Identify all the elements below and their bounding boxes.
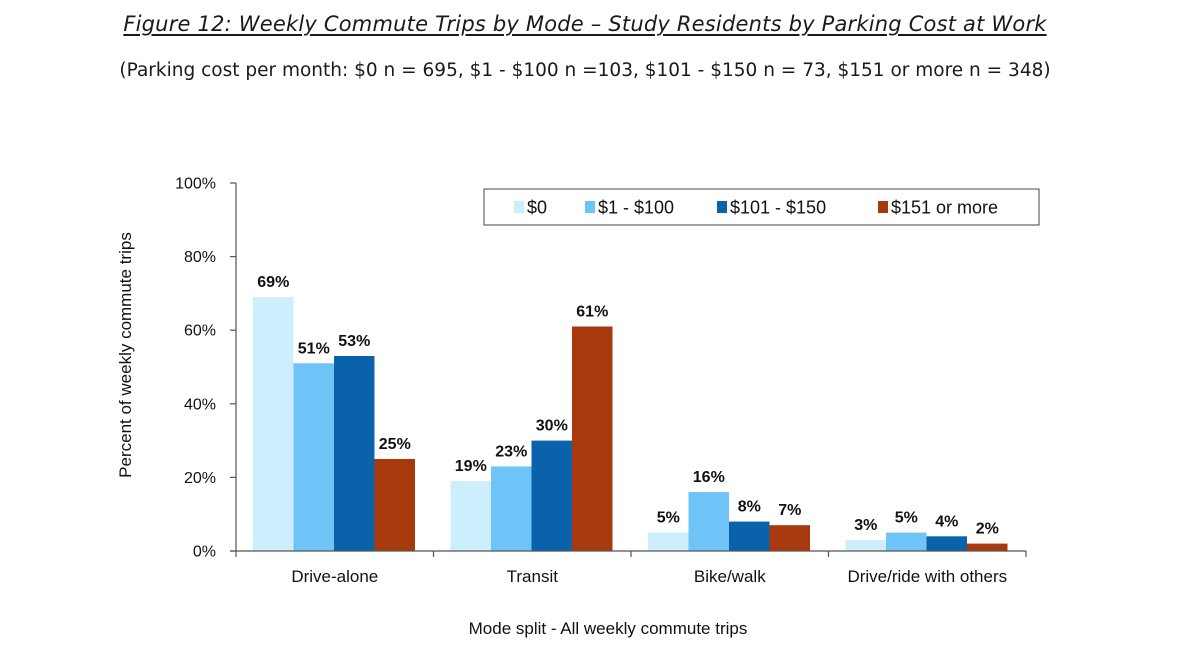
y-tick-label: 60%	[184, 323, 216, 340]
data-label: 5%	[895, 510, 918, 527]
bar	[688, 492, 729, 551]
data-label: 23%	[495, 443, 527, 460]
chart-legend: $0 $1 - $100 $101 - $150 $151 or more	[483, 188, 1040, 226]
bar	[572, 326, 613, 551]
bar	[729, 521, 770, 551]
x-tick-label: Bike/walk	[694, 567, 766, 586]
y-tick-label: 20%	[184, 470, 216, 487]
legend-swatch	[585, 201, 595, 213]
data-label: 4%	[935, 513, 958, 530]
x-tick-label: Transit	[507, 567, 559, 586]
y-tick-label: 100%	[175, 176, 216, 193]
y-tick-label: 40%	[184, 396, 216, 413]
data-label: 25%	[379, 436, 411, 453]
data-label: 7%	[778, 502, 801, 519]
bar	[374, 459, 415, 551]
legend-label: $151 or more	[891, 198, 998, 218]
legend-label: $101 - $150	[730, 198, 826, 218]
bar	[648, 532, 689, 551]
legend-label: $0	[527, 198, 547, 218]
bar	[450, 481, 491, 551]
data-label: 16%	[693, 469, 725, 486]
data-label: 3%	[854, 517, 877, 534]
data-label: 51%	[298, 340, 330, 357]
bar	[926, 536, 967, 551]
figure-subtitle: (Parking cost per month: $0 n = 695, $1 …	[119, 60, 1051, 81]
data-label: 8%	[738, 499, 761, 516]
bar	[886, 532, 927, 551]
data-label: 30%	[536, 418, 568, 435]
x-tick-label: Drive/ride with others	[847, 567, 1007, 586]
bar	[531, 440, 572, 551]
bar	[845, 540, 886, 551]
data-labels-layer: 69% 51% 53% 25% 19% 23% 30% 61% 5% 16% 8% 7% 3% 5% 4% 2…	[257, 274, 999, 537]
legend-swatch	[514, 201, 524, 213]
bar	[334, 356, 375, 551]
bar	[253, 297, 294, 551]
data-label: 5%	[657, 510, 680, 527]
bar	[967, 543, 1008, 551]
data-label: 61%	[576, 304, 608, 321]
legend-swatch	[717, 201, 727, 213]
y-axis-title: Percent of weekly commute trips	[116, 232, 135, 478]
bar	[293, 363, 334, 551]
y-tick-label: 80%	[184, 249, 216, 266]
bar	[769, 525, 810, 551]
data-label: 69%	[257, 274, 289, 291]
bars-layer	[253, 297, 1008, 551]
x-axis-title: Mode split - All weekly commute trips	[469, 619, 748, 638]
legend-box	[483, 188, 1040, 226]
axes-layer: Drive-alone Transit Bike/walk Drive/ride wi…	[175, 176, 1027, 586]
x-tick-label: Drive-alone	[291, 567, 378, 586]
data-label: 53%	[338, 333, 370, 350]
legend-label: $1 - $100	[598, 198, 674, 218]
y-tick-label: 0%	[193, 544, 216, 561]
figure-title: Figure 12: Weekly Commute Trips by Mode …	[123, 12, 1047, 36]
legend-swatch	[878, 201, 888, 213]
data-label: 19%	[455, 458, 487, 475]
data-label: 2%	[976, 521, 999, 538]
bar	[491, 466, 532, 551]
